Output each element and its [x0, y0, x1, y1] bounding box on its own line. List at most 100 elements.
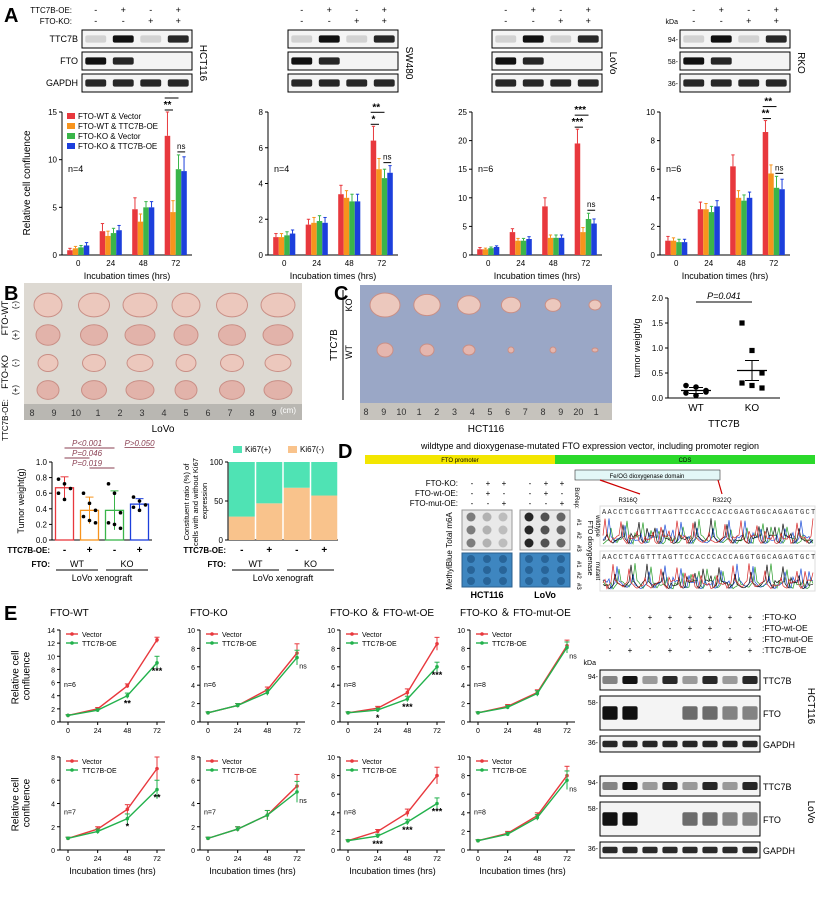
significance: ** — [764, 97, 772, 108]
x-tick-label: 0 — [346, 728, 350, 735]
sign: + — [708, 613, 713, 622]
sign: + — [176, 5, 181, 15]
legend-marker — [70, 641, 74, 645]
blot-band — [346, 79, 368, 87]
legend-label: Vector — [362, 759, 383, 766]
sign: - — [300, 5, 303, 15]
sign: + — [560, 499, 565, 508]
blot-band — [602, 846, 618, 854]
protein-label: GAPDH — [763, 740, 795, 750]
blot-band — [702, 782, 718, 790]
significance: *** — [402, 702, 413, 712]
series-line — [347, 775, 438, 842]
legend-label: TTC7B-OE — [82, 768, 117, 775]
blot-band — [622, 740, 638, 748]
y-tick-label: 6 — [191, 665, 195, 672]
group-label: WT — [249, 559, 263, 569]
data-point — [155, 766, 159, 771]
blot-frame — [491, 73, 603, 93]
ruler-number: 3 — [139, 408, 144, 418]
y-tick-label: 10 — [327, 628, 335, 635]
bar — [67, 250, 73, 255]
legend-marker — [70, 768, 74, 772]
x-tick-label: 24 — [504, 728, 512, 735]
chart-title: FTO-KO — [190, 608, 228, 619]
bar — [110, 233, 117, 255]
y-tick-label: 10 — [457, 755, 465, 762]
bar — [773, 187, 780, 255]
data-point — [68, 486, 73, 491]
cell-label: LoVo — [805, 801, 816, 824]
blot-frame — [599, 735, 761, 753]
tumor — [175, 354, 197, 372]
ruler-number: 6 — [205, 408, 210, 418]
sign: + — [558, 16, 563, 26]
legend-label: Ki67(+) — [245, 445, 271, 454]
blot-band — [683, 79, 705, 87]
label-line: confluence — [22, 651, 33, 700]
data-point — [375, 708, 380, 712]
row-label: TTC7B-OE: — [183, 546, 226, 555]
series-line — [347, 666, 438, 714]
panel-label: E — [4, 603, 17, 625]
y-tick-label: 4 — [461, 683, 465, 690]
y-tick-label: 8 — [51, 667, 55, 674]
y-tick-label: 2 — [651, 222, 656, 231]
y-tick-label: 6 — [331, 792, 335, 799]
sign: + — [748, 635, 753, 644]
row-label: FTO-wt-OE: — [415, 489, 458, 498]
blot-band — [373, 79, 395, 87]
group-label: TTC7B — [329, 329, 340, 361]
blot-band — [702, 846, 718, 854]
ruler-number: 5 — [487, 407, 492, 417]
sign: - — [529, 499, 532, 508]
sign: - — [503, 489, 506, 498]
blot-band — [742, 676, 758, 684]
blot-band — [577, 79, 599, 87]
blot-frame — [599, 775, 761, 797]
bar-segment — [311, 495, 338, 540]
bar — [580, 232, 586, 255]
sign: - — [689, 635, 692, 644]
tumor — [80, 324, 108, 346]
tumor — [507, 346, 515, 354]
data-point — [137, 499, 142, 503]
sign: - — [504, 5, 507, 15]
kda-mark: 94- — [668, 37, 679, 44]
row-label: :TTC7B-OE — [762, 645, 807, 655]
legend-label: Vector — [492, 632, 513, 639]
protein-label: TTC7B — [763, 782, 792, 792]
y-tick-label: 0 — [331, 720, 335, 727]
tumor — [260, 292, 296, 318]
bar — [477, 249, 483, 255]
tumor — [376, 342, 394, 358]
y-tick-label: 4 — [51, 694, 55, 701]
legend-marker — [210, 759, 214, 763]
blot-band — [622, 706, 638, 720]
sign: + — [148, 16, 153, 26]
data-point — [535, 691, 540, 696]
blot-frame — [599, 841, 761, 859]
panel-label: A — [4, 5, 18, 27]
y-tick-label: 14 — [47, 628, 55, 635]
data-point — [95, 829, 100, 834]
data-point — [235, 703, 240, 708]
sequence: AACCTCAGTTTAGTTCCACCCACCAGGTGGCAGAGTGCT — [602, 554, 817, 562]
data-point — [265, 813, 270, 817]
blot-band — [602, 740, 618, 748]
tumor — [457, 295, 481, 315]
y-tick-label: 25 — [458, 108, 467, 117]
blot-frame — [287, 51, 399, 71]
significance: ns — [587, 200, 595, 209]
legend-label: TTC7B-OE — [492, 768, 527, 775]
x-tick-label: 24 — [516, 259, 525, 268]
sequence-label: FTO dioxygenase — [586, 520, 593, 575]
legend-marker — [350, 768, 354, 772]
blot-band — [765, 79, 787, 87]
sign: - — [559, 5, 562, 15]
data-point — [155, 661, 159, 665]
kda-mark: 36- — [668, 81, 679, 88]
x-tick-label: 72 — [293, 856, 301, 863]
sign: + — [486, 479, 491, 488]
y-tick-label: 2 — [259, 215, 264, 224]
